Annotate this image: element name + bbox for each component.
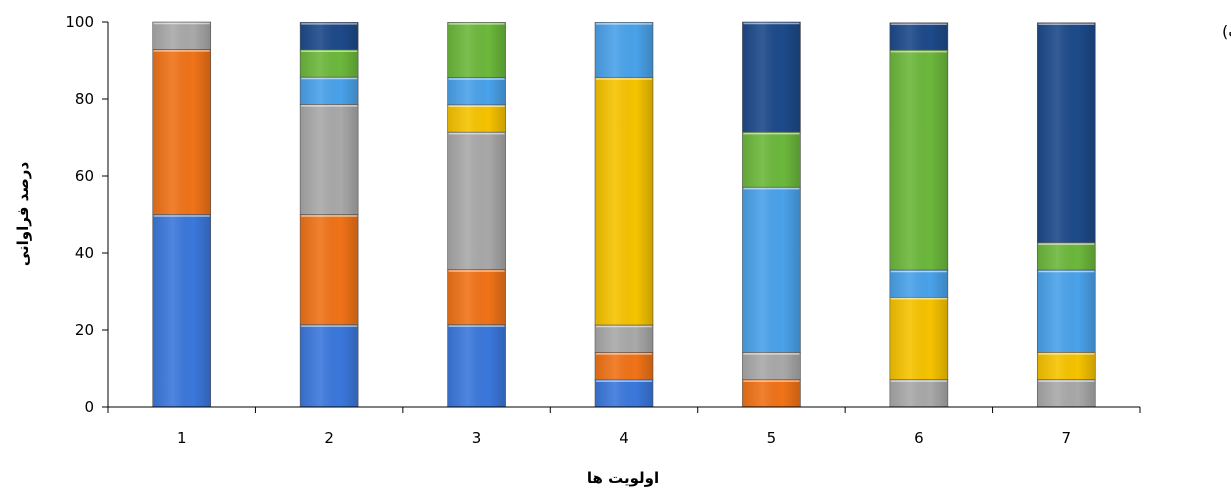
bar-segment-shade — [889, 379, 948, 407]
bar-segment-shade — [300, 77, 359, 105]
bar-segment-shade — [595, 22, 653, 78]
bar-segment-shade — [1037, 22, 1096, 243]
y-axis-title: درصد فراوانی — [14, 162, 32, 267]
x-tick-label: 3 — [472, 429, 482, 447]
bar-segment-shade — [300, 104, 359, 215]
x-tick-label: 5 — [767, 429, 777, 447]
bar-segment-shade — [447, 77, 506, 105]
bar-segment-shade — [889, 22, 948, 51]
bar-segment-shade — [447, 104, 506, 133]
y-tick-label: 100 — [65, 13, 94, 31]
bar-segment-shade — [742, 352, 801, 380]
x-tick-label: 2 — [324, 429, 334, 447]
x-tick-label: 6 — [914, 429, 924, 447]
bar-segment-shade — [1037, 352, 1096, 380]
x-tick-label: 1 — [177, 429, 187, 447]
bar-segment-shade — [595, 379, 653, 407]
y-tick-label: 40 — [75, 244, 94, 262]
bars-group — [152, 21, 1096, 408]
bar-segment-shade — [889, 50, 948, 270]
x-axis-title: اولویت ها — [587, 469, 659, 487]
y-tick-label: 20 — [75, 321, 94, 339]
bar-segment-shade — [300, 22, 359, 50]
x-axis-ticks: 1 2 3 4 5 6 7 — [107, 407, 1141, 447]
x-tick-label: 4 — [619, 429, 629, 447]
bar-segment-shade — [152, 49, 211, 215]
y-tick-label: 0 — [84, 398, 94, 416]
bar-segment-shade — [1037, 379, 1096, 407]
bar-segment-shade — [1037, 269, 1096, 353]
y-tick-label: 80 — [75, 90, 94, 108]
bar-segment-shade — [447, 132, 506, 270]
bar-segment-shade — [300, 49, 359, 78]
x-tick-label: 7 — [1062, 429, 1072, 447]
bar-segment-shade — [1037, 242, 1096, 270]
bar-segment-shade — [152, 22, 211, 50]
bar-segment-shade — [742, 132, 801, 188]
bar-segment-shade — [447, 324, 506, 407]
bar-segment-shade — [742, 22, 801, 133]
bar-segment-shade — [595, 324, 653, 353]
bar-segment-shade — [447, 269, 506, 325]
bar-segment-shade — [889, 297, 948, 380]
bar-segment-shade — [595, 77, 653, 325]
bar-segment-shade — [595, 352, 653, 380]
y-tick-label: 60 — [75, 167, 94, 185]
bar-segment-shade — [447, 22, 506, 78]
panel-label: (ب) — [1222, 22, 1231, 41]
bar-segment-shade — [152, 214, 211, 407]
bar-segment-shade — [300, 324, 359, 407]
bar-segment-shade — [742, 187, 801, 353]
y-axis-ticks: 0 20 40 60 80 100 — [65, 13, 108, 416]
bar-segment-shade — [300, 214, 359, 325]
bar-segment-shade — [889, 269, 948, 298]
bar-segment-shade — [742, 379, 801, 407]
